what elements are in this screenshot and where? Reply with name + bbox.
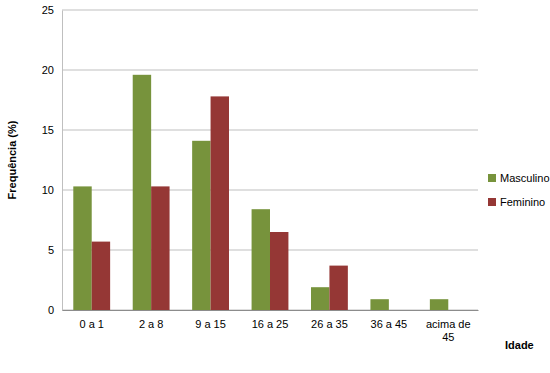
tick-label: 0 a 1: [79, 318, 103, 330]
tick: 20: [42, 64, 62, 76]
grid-line: [62, 70, 478, 71]
grid: [62, 10, 478, 310]
bar: [252, 209, 270, 310]
tick: 16 a 25: [252, 310, 289, 330]
chart: 0 5 10 15 20 25 0 a 1 2 a 8 9 a 15 16 a 25 26 a 35…: [0, 0, 550, 373]
legend-item: Masculino: [488, 172, 550, 184]
legend-swatch: [488, 174, 496, 182]
x-axis-line: [63, 310, 479, 311]
bar: [311, 287, 329, 310]
y-axis: 0 5 10 15 20 25: [42, 4, 63, 316]
bar: [389, 310, 407, 311]
bar-series: [92, 96, 348, 310]
legend-label: Masculino: [500, 172, 550, 184]
grid-line: [62, 130, 478, 131]
tick-label: 26 a 35: [311, 318, 348, 330]
plot: 0 5 10 15 20 25 0 a 1 2 a 8 9 a 15 16 a 25 26 a 35…: [42, 4, 479, 343]
bar: [270, 232, 288, 310]
tick: 9 a 15: [195, 310, 226, 330]
bar: [329, 266, 347, 310]
bar: [448, 310, 466, 311]
bar: [151, 186, 169, 310]
x-axis-title: Idade: [505, 339, 534, 351]
x-axis: 0 a 1 2 a 8 9 a 15 16 a 25 26 a 35 36 a 45 aci…: [63, 310, 479, 343]
grid-line: [62, 10, 478, 11]
tick-label: 36 a 45: [371, 318, 408, 330]
tick-label: 15: [42, 124, 54, 136]
tick-label: acima de45: [426, 318, 471, 343]
tick-label: 5: [48, 244, 54, 256]
legend: Masculino Feminino: [488, 172, 550, 208]
y-axis-line: [62, 11, 63, 311]
legend-item: Feminino: [488, 196, 545, 208]
tick: 36 a 45: [371, 310, 408, 330]
legend-swatch: [488, 198, 496, 206]
legend-label: Feminino: [500, 196, 545, 208]
tick: 10: [42, 184, 62, 196]
bar: [192, 141, 210, 310]
tick-label: 20: [42, 64, 54, 76]
bar: [73, 186, 91, 310]
bar: [430, 299, 448, 310]
tick: 5: [48, 244, 62, 256]
tick-label: 2 a 8: [139, 318, 163, 330]
tick-label: 9 a 15: [195, 318, 226, 330]
bars: [73, 75, 448, 310]
tick-label: 16 a 25: [252, 318, 289, 330]
tick-label: 25: [42, 4, 54, 16]
tick: 2 a 8: [139, 310, 163, 330]
grid-line: [62, 190, 478, 191]
bar: [133, 75, 151, 310]
bar: [211, 96, 229, 310]
bar: [370, 299, 388, 310]
bar: [92, 242, 110, 310]
bar-series: [73, 75, 448, 310]
tick: 0 a 1: [79, 310, 103, 330]
tick: acima de45: [426, 310, 471, 343]
y-axis-title: Frequência (%): [6, 120, 18, 199]
tick: 26 a 35: [311, 310, 348, 330]
tick: 25: [42, 4, 62, 16]
tick-label: 0: [48, 304, 54, 316]
tick: 0: [48, 304, 62, 316]
tick-label: 10: [42, 184, 54, 196]
tick: 15: [42, 124, 62, 136]
